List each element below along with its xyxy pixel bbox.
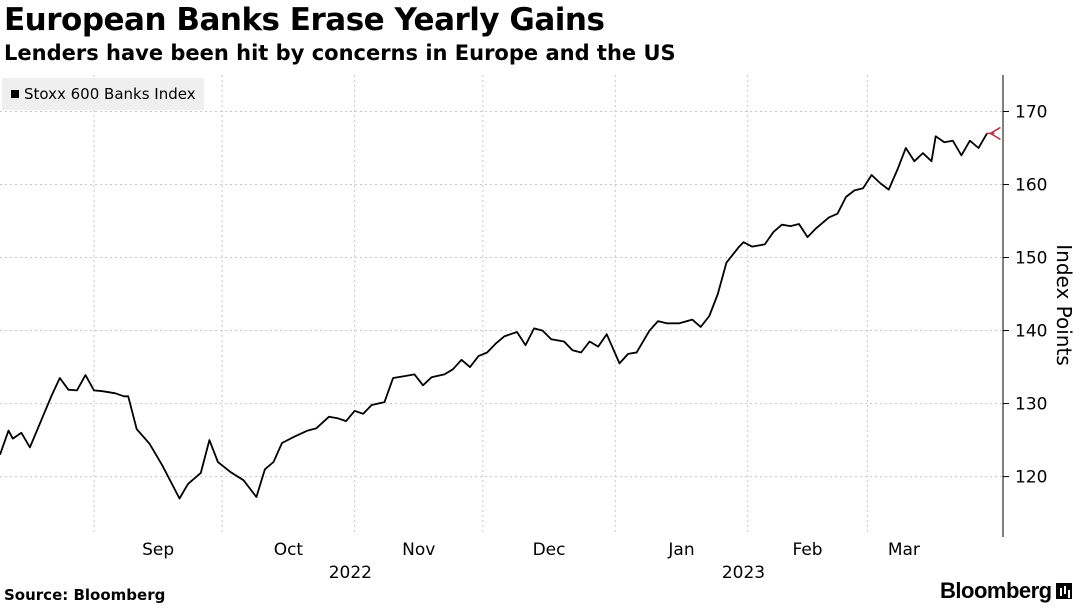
y-tick-label-130: 130 <box>1015 395 1047 415</box>
source-note: Source: Bloomberg <box>4 586 166 604</box>
grid-layer <box>0 75 1003 535</box>
brand-text: Bloomberg <box>940 578 1052 603</box>
series-layer <box>0 126 1001 500</box>
axis-layer: 120 130 140 150 160 170 Sep Oct Nov Dec Jan Feb Mar 2… <box>142 75 1047 583</box>
legend: Stoxx 600 Banks Index <box>2 78 204 110</box>
chart-title: European Banks Erase Yearly Gains <box>4 2 605 38</box>
x-tick-label-Oct: Oct <box>274 540 304 560</box>
x-tick-label-Dec: Dec <box>533 540 566 560</box>
y-tick-label-150: 150 <box>1015 249 1047 269</box>
y-tick-label-120: 120 <box>1015 468 1047 488</box>
annotation-arrowhead <box>988 126 1001 141</box>
x-year-label-2023: 2023 <box>722 563 765 583</box>
x-tick-label-Sep: Sep <box>142 540 174 560</box>
legend-label: Stoxx 600 Banks Index <box>24 85 196 103</box>
legend-swatch <box>11 90 19 98</box>
brand-logo: Bloomberg <box>940 578 1072 604</box>
y-tick-label-160: 160 <box>1015 176 1047 196</box>
chart-subtitle: Lenders have been hit by concerns in Eur… <box>4 41 676 65</box>
y-tick-label-170: 170 <box>1015 103 1047 123</box>
x-tick-label-Nov: Nov <box>402 540 435 560</box>
bar-chart-icon <box>1055 583 1072 599</box>
x-year-label-2022: 2022 <box>329 563 372 583</box>
y-tick-label-140: 140 <box>1015 322 1047 342</box>
y-axis-label: Index Points <box>1052 244 1076 366</box>
series-line-0 <box>0 132 988 500</box>
x-tick-label-Mar: Mar <box>888 540 920 560</box>
x-tick-label-Feb: Feb <box>792 540 822 560</box>
x-tick-label-Jan: Jan <box>667 540 694 560</box>
